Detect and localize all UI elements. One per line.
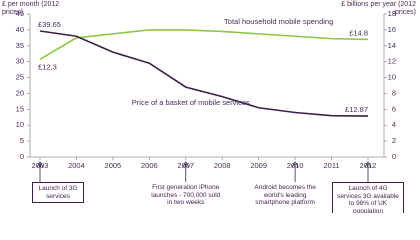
y-tick-label: 45 — [16, 9, 24, 18]
y2-axis-title: £ billions per year (2012 prices) — [341, 1, 416, 16]
y-tick-label: 15 — [16, 104, 24, 113]
y-tick-label: 5 — [20, 136, 24, 145]
y-axis-title: £ per month (2012 prices) — [2, 1, 60, 16]
annotation: First generation iPhone launches - 700,0… — [146, 182, 225, 209]
x-tick-label: 2011 — [323, 161, 339, 170]
value-label: £12.87 — [345, 105, 368, 114]
y-tick-label: 40 — [16, 25, 24, 34]
y-tick-label: 35 — [16, 41, 24, 50]
x-tick-label: 2005 — [105, 161, 122, 170]
y-tick-label: 0 — [20, 152, 24, 161]
series-name: Total household mobile spending — [224, 17, 333, 26]
y-tick-label: 30 — [16, 57, 24, 66]
series-line — [39, 30, 369, 117]
y2-tick-label: 12 — [388, 57, 396, 66]
y2-tick-label: 14 — [388, 41, 396, 50]
y2-tick-label: 4 — [392, 120, 396, 129]
annotation-arrowhead — [36, 161, 44, 168]
y2-tick-label: 6 — [392, 104, 396, 113]
chart: 0 5 10 15 20 25 30 35 40 45 0 2 4 6 8 10 12 14 16 18 2003 200… — [2, 1, 416, 213]
value-label: £14.8 — [349, 28, 368, 37]
annotation: Launch of 3G services — [32, 182, 84, 203]
annotation-arrowhead — [364, 161, 372, 168]
value-label: £12.3 — [38, 62, 57, 71]
value-label: £39.65 — [38, 20, 61, 29]
series-name: Price of a basket of mobile services — [132, 98, 250, 107]
y2-tick-label: 10 — [388, 73, 396, 82]
annotation: Launch of 4G services 3G available to 98… — [332, 182, 404, 213]
y2-tick-label: 18 — [388, 9, 396, 18]
y2-tick-label: 16 — [388, 25, 396, 34]
annotation: Android becomes the world's leading smar… — [246, 182, 325, 209]
y2-tick-label: 2 — [392, 136, 396, 145]
y2-tick-label: 0 — [392, 152, 396, 161]
x-tick-label: 2006 — [141, 161, 158, 170]
annotation-arrowhead — [182, 161, 190, 168]
y-tick-label: 20 — [16, 88, 24, 97]
x-tick-label: 2009 — [250, 161, 267, 170]
x-tick-label: 2004 — [68, 161, 85, 170]
x-tick-label: 2008 — [214, 161, 231, 170]
y2-tick-label: 8 — [392, 88, 396, 97]
annotation-arrowhead — [291, 161, 299, 168]
series-line — [39, 29, 369, 60]
y-tick-label: 10 — [16, 120, 24, 129]
y-tick-label: 25 — [16, 73, 24, 82]
